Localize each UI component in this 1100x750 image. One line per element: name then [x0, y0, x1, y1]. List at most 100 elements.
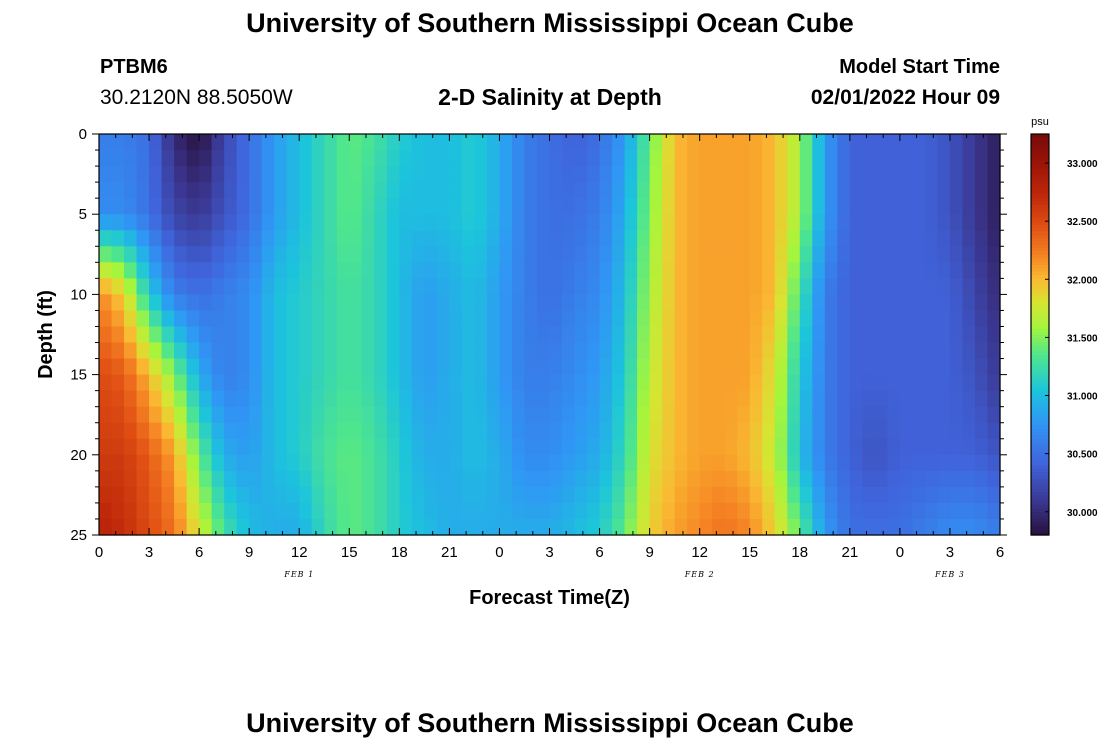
heatmap-cell: [361, 278, 375, 295]
heatmap-cell: [649, 278, 663, 295]
heatmap-cell: [962, 438, 976, 456]
heatmap-cell: [249, 470, 263, 488]
heatmap-cell: [937, 454, 951, 472]
heatmap-cell: [824, 406, 838, 424]
heatmap-cell: [511, 262, 526, 279]
heatmap-cell: [649, 390, 663, 408]
colorbar-segment: [1031, 377, 1049, 382]
heatmap-cell: [349, 310, 363, 328]
x-tick-label: 12: [691, 544, 708, 561]
heatmap-cell: [674, 406, 688, 424]
colorbar-segment: [1031, 207, 1049, 212]
heatmap-cell: [474, 358, 488, 376]
heatmap-cell: [687, 470, 701, 488]
heatmap-cell: [649, 198, 663, 215]
heatmap-cell: [261, 278, 275, 295]
heatmap-cell: [424, 278, 438, 295]
colorbar-segment: [1031, 421, 1049, 426]
heatmap-cell: [787, 470, 801, 488]
heatmap-cell: [436, 214, 450, 231]
heatmap-cell: [612, 326, 626, 344]
heatmap-cell: [111, 358, 125, 376]
heatmap-cell: [436, 454, 450, 472]
heatmap-cell: [361, 214, 375, 231]
heatmap-cell: [912, 310, 926, 328]
heatmap-cell: [186, 438, 200, 456]
heatmap-cell: [361, 390, 375, 408]
heatmap-cell: [762, 134, 776, 151]
heatmap-cell: [624, 134, 638, 151]
heatmap-cell: [424, 150, 438, 167]
heatmap-cell: [799, 502, 813, 520]
heatmap-cell: [724, 278, 738, 295]
heatmap-cell: [449, 502, 463, 520]
heatmap-cell: [662, 502, 676, 520]
heatmap-cell: [662, 278, 676, 295]
heatmap-cell: [924, 518, 939, 536]
heatmap-cell: [762, 454, 776, 472]
heatmap-cell: [974, 422, 989, 440]
heatmap-cell: [562, 166, 576, 183]
heatmap-cell: [862, 310, 876, 328]
heatmap-cell: [812, 502, 826, 520]
heatmap-cell: [399, 518, 413, 536]
heatmap-cell: [149, 374, 163, 392]
heatmap-cell: [99, 246, 113, 263]
heatmap-cell: [549, 518, 563, 536]
heatmap-cell: [236, 438, 250, 456]
heatmap-cell: [724, 486, 738, 504]
heatmap-cell: [424, 214, 438, 231]
heatmap-cell: [424, 230, 438, 247]
heatmap-cell: [724, 454, 738, 472]
heatmap-cell: [261, 262, 275, 279]
heatmap-cell: [699, 342, 713, 360]
heatmap-cell: [286, 406, 300, 424]
colorbar-segment: [1031, 180, 1049, 185]
heatmap-cell: [962, 198, 976, 215]
heatmap-cell: [99, 134, 113, 151]
colorbar-segment: [1031, 137, 1049, 142]
heatmap-cell: [749, 262, 763, 279]
heatmap-cell: [161, 470, 175, 488]
colorbar-segment: [1031, 518, 1049, 523]
heatmap-cell: [662, 390, 676, 408]
heatmap-cell: [211, 182, 225, 199]
heatmap-cell: [149, 246, 163, 263]
heatmap-cell: [662, 182, 676, 199]
heatmap-cell: [849, 150, 863, 167]
heatmap-cell: [699, 310, 713, 328]
heatmap-cell: [149, 182, 163, 199]
heatmap-cell: [737, 246, 751, 263]
colorbar-segment: [1031, 484, 1049, 489]
heatmap-cell: [862, 470, 876, 488]
heatmap-cell: [474, 230, 488, 247]
heatmap-cell: [799, 294, 813, 312]
heatmap-cell: [461, 134, 476, 151]
heatmap-cell: [524, 262, 538, 279]
heatmap-cell: [987, 134, 1001, 151]
heatmap-cell: [899, 166, 913, 183]
heatmap-cell: [324, 342, 338, 360]
heatmap-cell: [624, 342, 638, 360]
colorbar-tick-label: 33.000: [1067, 159, 1098, 170]
heatmap-cell: [887, 294, 901, 312]
heatmap-cell: [124, 134, 138, 151]
heatmap-cell: [837, 262, 851, 279]
heatmap-cell: [311, 518, 325, 536]
heatmap-cell: [399, 182, 413, 199]
colorbar-segment: [1031, 448, 1049, 453]
heatmap-cell: [799, 438, 813, 456]
heatmap-cell: [612, 198, 626, 215]
heatmap-cell: [486, 342, 501, 360]
heatmap-cell: [99, 502, 113, 520]
heatmap-cell: [236, 454, 250, 472]
heatmap-cell: [411, 262, 425, 279]
station-id: PTBM6: [100, 56, 168, 78]
heatmap-cell: [411, 342, 425, 360]
heatmap-cell: [149, 454, 163, 472]
heatmap-cell: [449, 294, 463, 312]
colorbar-segment: [1031, 418, 1049, 422]
heatmap-cell: [299, 230, 313, 247]
heatmap-cell: [311, 182, 325, 199]
heatmap-cell: [712, 214, 726, 231]
